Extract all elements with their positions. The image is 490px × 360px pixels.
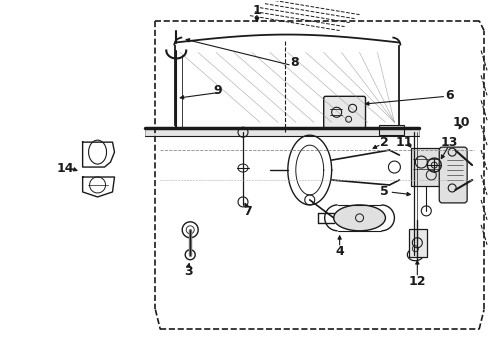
Text: 4: 4 <box>335 245 344 258</box>
Text: 7: 7 <box>244 205 252 219</box>
Text: 6: 6 <box>445 89 454 102</box>
Text: 1: 1 <box>252 4 261 17</box>
Text: 10: 10 <box>452 116 470 129</box>
Text: 14: 14 <box>57 162 74 175</box>
Bar <box>146 128 419 136</box>
Text: 2: 2 <box>380 136 389 149</box>
Bar <box>412 148 441 186</box>
Text: 8: 8 <box>291 56 299 69</box>
FancyBboxPatch shape <box>324 96 366 128</box>
Ellipse shape <box>334 205 386 231</box>
Text: 12: 12 <box>409 275 426 288</box>
Text: 13: 13 <box>441 136 458 149</box>
Text: 5: 5 <box>380 185 389 198</box>
Text: 3: 3 <box>184 265 193 278</box>
Bar <box>409 229 427 257</box>
FancyBboxPatch shape <box>439 147 467 203</box>
Text: 11: 11 <box>395 136 413 149</box>
Bar <box>379 125 404 135</box>
Text: 9: 9 <box>214 84 222 97</box>
